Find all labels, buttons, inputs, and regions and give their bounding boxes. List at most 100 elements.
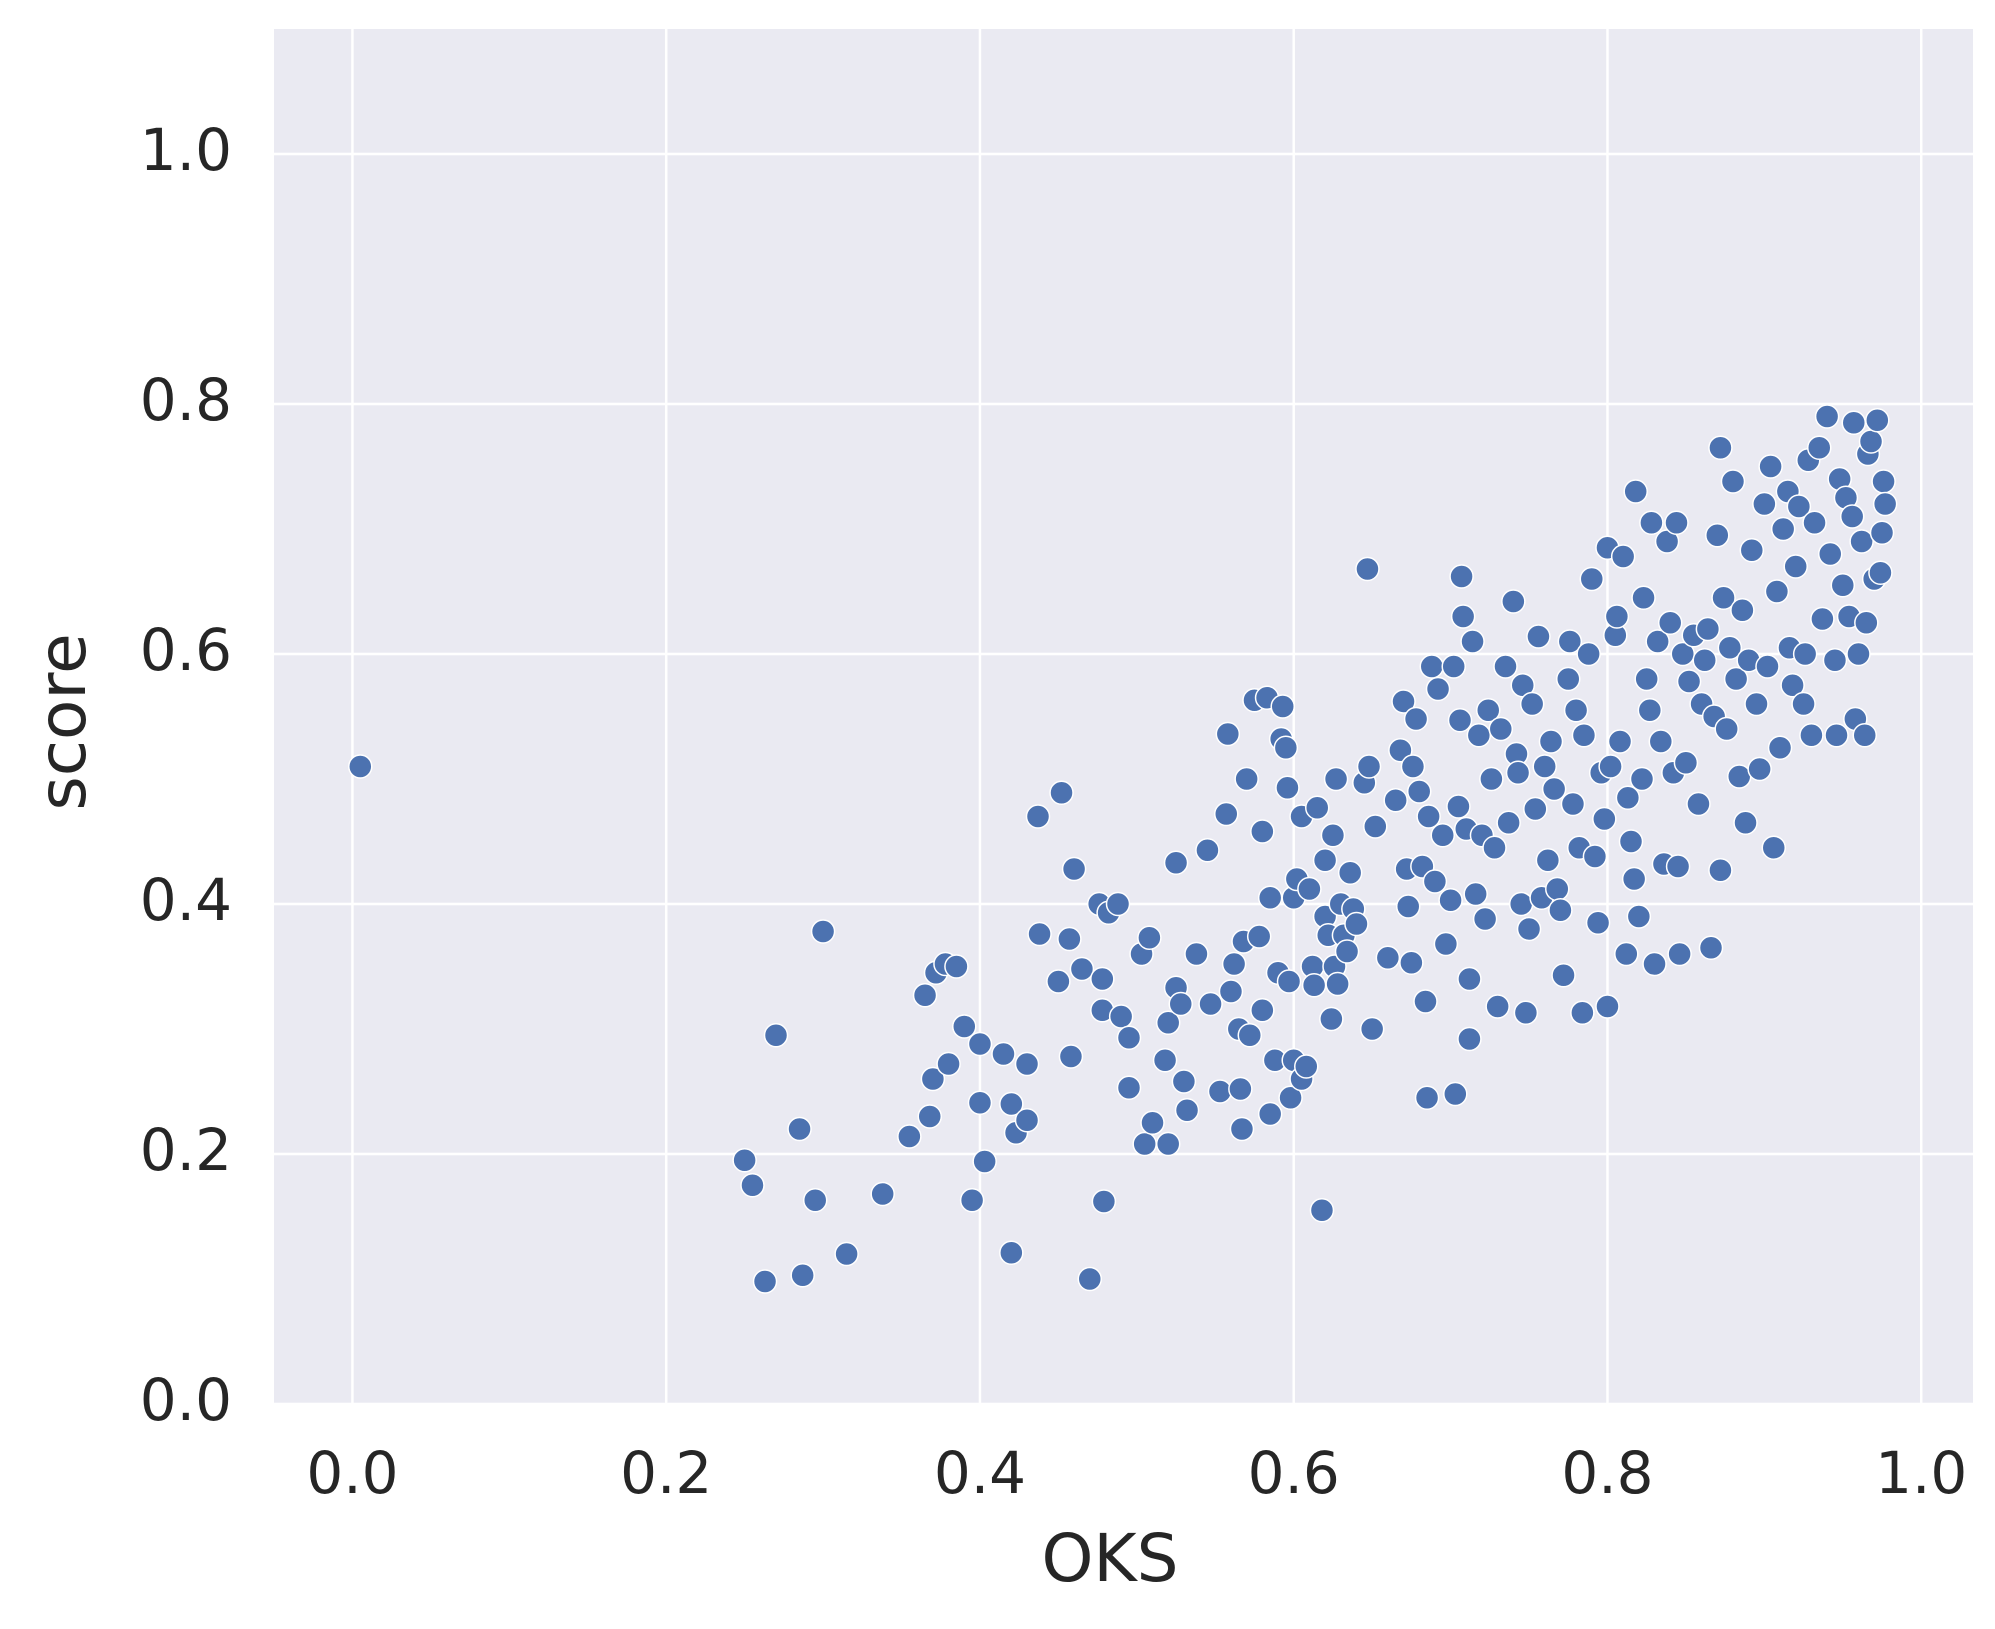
point — [1479, 766, 1504, 792]
point — [1871, 469, 1896, 494]
point — [1257, 1101, 1283, 1127]
point — [1344, 911, 1369, 937]
point — [1576, 641, 1601, 667]
x-axis-label: OKS — [1041, 1520, 1178, 1597]
point — [999, 1240, 1024, 1265]
point — [1858, 429, 1884, 454]
x-tick-label: 1.0 — [1875, 1439, 1967, 1507]
point — [1631, 585, 1656, 610]
point — [1246, 924, 1272, 949]
point — [952, 1014, 977, 1039]
point — [936, 1051, 961, 1077]
point — [1557, 629, 1583, 654]
point — [870, 1181, 895, 1207]
point — [1228, 1076, 1253, 1102]
point — [1665, 854, 1691, 879]
point — [1770, 516, 1796, 542]
point — [1780, 673, 1805, 698]
point — [1046, 969, 1071, 994]
point — [1767, 735, 1793, 760]
point — [917, 1104, 943, 1129]
point — [1488, 716, 1514, 742]
point — [1152, 1048, 1178, 1073]
point — [1868, 560, 1893, 585]
point — [787, 1116, 812, 1142]
point — [1493, 654, 1518, 679]
point — [1824, 723, 1849, 748]
point — [1414, 1085, 1440, 1110]
point — [1761, 835, 1787, 860]
point — [1312, 848, 1338, 873]
point — [1585, 910, 1611, 935]
point — [1171, 1069, 1197, 1094]
point — [1309, 1198, 1335, 1223]
point — [1438, 888, 1463, 913]
point — [1854, 610, 1879, 635]
point — [1355, 556, 1380, 582]
plot-area — [274, 29, 1973, 1404]
point — [1570, 1000, 1595, 1025]
point — [1276, 969, 1302, 994]
point — [1014, 1051, 1040, 1077]
x-tick-label: 0.8 — [1561, 1439, 1653, 1507]
point — [1323, 766, 1349, 792]
point — [1615, 785, 1641, 810]
point — [1174, 1098, 1200, 1123]
point — [732, 1148, 757, 1173]
point — [920, 1066, 946, 1092]
point — [1027, 921, 1052, 947]
point — [752, 1269, 778, 1294]
y-tick-label: 0.8 — [140, 366, 232, 434]
point — [1301, 973, 1327, 998]
point — [1058, 1044, 1084, 1069]
point — [1548, 898, 1573, 923]
point — [1430, 823, 1455, 848]
point — [1541, 776, 1567, 802]
point — [972, 1149, 997, 1174]
point — [1195, 838, 1220, 863]
point — [1460, 629, 1485, 654]
point — [1786, 494, 1812, 519]
point — [1496, 810, 1521, 835]
point — [1215, 721, 1241, 747]
point — [1764, 579, 1790, 604]
point — [1449, 564, 1474, 589]
y-tick-label: 1.0 — [140, 116, 232, 184]
point — [1516, 916, 1542, 942]
point — [1532, 754, 1557, 779]
point — [790, 1263, 815, 1288]
point — [1485, 994, 1510, 1019]
point — [1723, 666, 1749, 692]
point — [1727, 764, 1752, 789]
point — [1463, 881, 1488, 907]
point — [1061, 856, 1087, 882]
point — [1132, 1131, 1157, 1157]
point — [1563, 698, 1589, 723]
point — [1433, 931, 1459, 957]
point — [1791, 691, 1816, 717]
y-axis-label: score — [24, 633, 101, 810]
point — [1720, 469, 1746, 494]
point — [1648, 729, 1674, 754]
point — [1822, 648, 1848, 673]
point — [1618, 829, 1644, 854]
point — [1730, 598, 1755, 623]
point — [1395, 894, 1421, 919]
point — [1839, 504, 1865, 529]
point — [1607, 729, 1633, 754]
x-tick-label: 0.6 — [1248, 1439, 1340, 1507]
point — [1163, 850, 1189, 875]
point — [1375, 945, 1401, 970]
point — [1865, 408, 1890, 433]
point — [1714, 716, 1739, 742]
point — [1475, 698, 1501, 723]
point — [1472, 906, 1498, 932]
point — [1708, 858, 1733, 883]
point — [1229, 1116, 1255, 1142]
point — [763, 1023, 789, 1048]
point — [1642, 951, 1667, 977]
point — [1425, 676, 1451, 702]
point — [1519, 691, 1545, 717]
point — [1872, 491, 1898, 517]
